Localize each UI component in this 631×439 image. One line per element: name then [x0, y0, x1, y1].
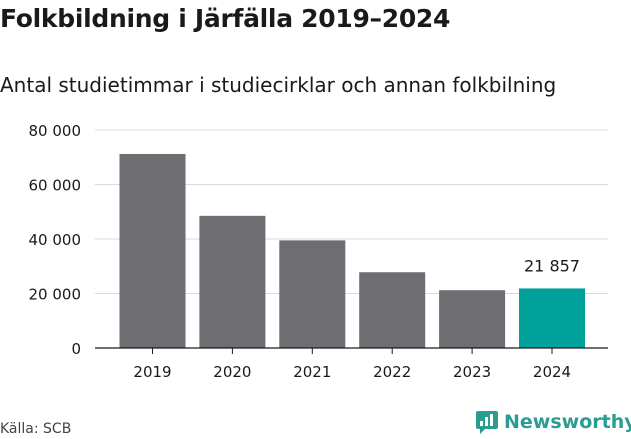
y-tick-label: 60 000	[29, 177, 82, 195]
bar	[119, 153, 186, 348]
chart-title: Folkbildning i Järfälla 2019–2024	[0, 4, 451, 33]
brand-name: Newsworthy	[504, 411, 631, 433]
bar	[279, 240, 346, 348]
y-tick-label: 20 000	[29, 286, 82, 304]
bar	[519, 288, 585, 348]
x-tick-label: 2020	[213, 363, 251, 381]
y-tick-label: 80 000	[29, 122, 82, 140]
x-tick-label: 2021	[293, 363, 331, 381]
x-tick-label: 2022	[373, 363, 411, 381]
newsworthy-logo-icon	[476, 411, 498, 434]
source-note: Källa: SCB	[0, 421, 72, 437]
x-tick-label: 2019	[133, 363, 171, 381]
bar	[199, 215, 266, 348]
x-tick-label: 2024	[533, 363, 571, 381]
y-tick-label: 40 000	[29, 231, 82, 249]
data-label: 21 857	[524, 256, 580, 275]
x-tick-label: 2023	[453, 363, 491, 381]
chart-subtitle: Antal studietimmar i studiecirklar och a…	[0, 73, 557, 97]
y-tick-label: 0	[71, 340, 81, 358]
bar	[439, 290, 506, 348]
brand-logo: Newsworthy	[476, 409, 631, 435]
bar	[359, 272, 426, 348]
